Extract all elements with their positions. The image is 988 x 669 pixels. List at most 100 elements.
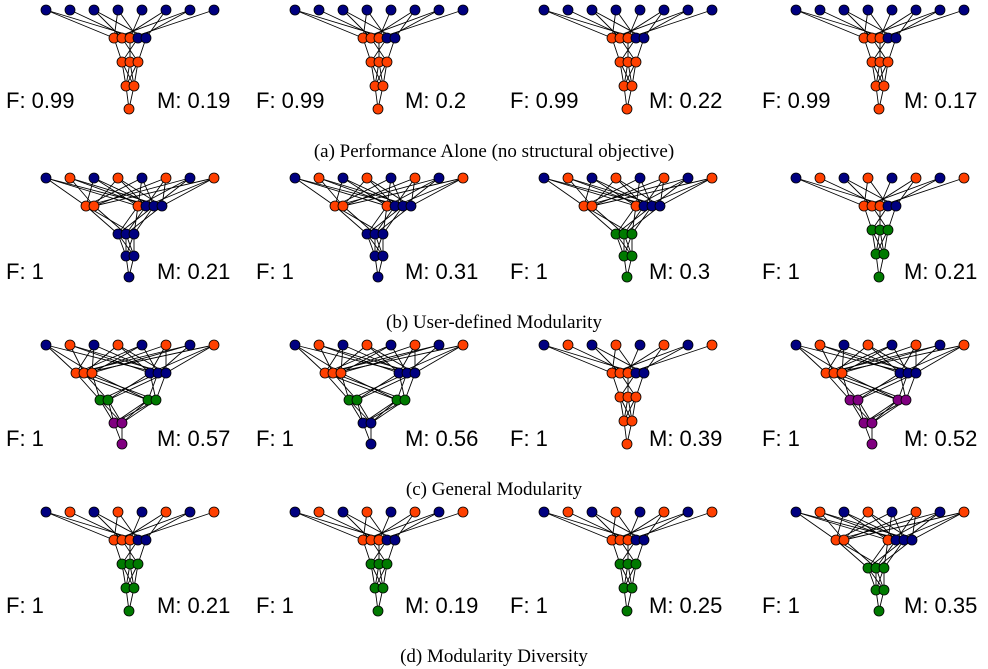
panel-b1-node bbox=[128, 250, 140, 262]
panel-b4-node bbox=[862, 172, 874, 184]
panel-c2-node bbox=[365, 438, 377, 450]
panel-b4-node bbox=[882, 224, 894, 236]
panel-c4-edge bbox=[841, 344, 941, 374]
panel-a1-node bbox=[184, 4, 196, 16]
panel-d3-node bbox=[638, 534, 650, 546]
panel-d2-edge bbox=[294, 511, 364, 541]
panel-b1-node bbox=[128, 228, 140, 240]
panel-a1-m-label: M: 0.19 bbox=[157, 88, 230, 113]
panel-c1-edge bbox=[91, 344, 143, 374]
panel-c4-edge bbox=[825, 344, 941, 374]
panel-c1-edge bbox=[75, 344, 95, 374]
panel-b3-node bbox=[562, 172, 574, 184]
caption-b: (b) User-defined Modularity bbox=[386, 312, 602, 333]
panel-b2-edge bbox=[294, 177, 388, 207]
panel-a4-node bbox=[873, 103, 885, 115]
panel-d4-node bbox=[878, 584, 890, 596]
panel-b3-edge bbox=[543, 177, 585, 207]
panel-b4-node bbox=[790, 172, 802, 184]
panel-d2-node bbox=[361, 506, 373, 518]
panel-a1-f-label: F: 0.99 bbox=[6, 88, 74, 113]
panel-d4-edge bbox=[911, 511, 965, 541]
panel-a4-nodes bbox=[790, 4, 970, 115]
panel-b1-edge bbox=[69, 177, 95, 207]
panel-d4-node bbox=[790, 506, 802, 518]
panel-c1-node bbox=[102, 394, 114, 406]
panel-c4-node bbox=[862, 339, 874, 351]
panel-a1-node bbox=[88, 4, 100, 16]
panel-a1-node bbox=[123, 103, 135, 115]
panel-b3-edge bbox=[567, 177, 645, 207]
panel-d2-node bbox=[377, 582, 389, 594]
caption-c: (c) General Modularity bbox=[406, 479, 583, 500]
panel-c4-node bbox=[900, 394, 912, 406]
panel-c1-node bbox=[160, 339, 172, 351]
panel-c1-node bbox=[116, 438, 128, 450]
panel-a4-node bbox=[886, 4, 898, 16]
panel-d4-node bbox=[906, 534, 918, 546]
panel-b2-node bbox=[405, 200, 417, 212]
panel-b1-node bbox=[160, 172, 172, 184]
panel-d4-node bbox=[873, 605, 885, 617]
panel-c1-f-label: F: 1 bbox=[6, 426, 44, 451]
panel-b1-edge bbox=[93, 177, 215, 207]
panel-c3-node bbox=[658, 339, 670, 351]
panel-b4-node bbox=[934, 172, 946, 184]
panel-d4-node bbox=[838, 534, 850, 546]
panel-c1-node bbox=[116, 417, 128, 429]
panel-d3-node bbox=[621, 605, 633, 617]
panel-b3-edge bbox=[591, 177, 617, 207]
panel-b3-edge bbox=[583, 177, 689, 207]
panel-d1-edge bbox=[45, 511, 115, 541]
panel-d1-node bbox=[208, 506, 220, 518]
panel-c3-edge bbox=[543, 344, 613, 374]
panel-a2-node bbox=[409, 4, 421, 16]
panel-a1-node bbox=[208, 4, 220, 16]
panel-c2-edge bbox=[324, 344, 344, 374]
panel-d1-node bbox=[40, 506, 52, 518]
panel-a3-node bbox=[682, 4, 694, 16]
panel-b3-edge bbox=[659, 177, 713, 207]
caption-a: (a) Performance Alone (no structural obj… bbox=[314, 141, 674, 162]
panel-b2-edge bbox=[334, 177, 440, 207]
panel-c1-edge bbox=[91, 344, 191, 374]
panel-d1-m-label: M: 0.21 bbox=[157, 593, 230, 618]
panel-c4-edge bbox=[841, 344, 893, 374]
panel-c2-node bbox=[409, 367, 421, 379]
panel-a4-node bbox=[878, 80, 890, 92]
panel-a2-node bbox=[377, 80, 389, 92]
panel-a1-node bbox=[128, 80, 140, 92]
panel-c4-node bbox=[866, 438, 878, 450]
panel-d1-edge bbox=[145, 511, 167, 541]
panel-a4-edge bbox=[843, 9, 873, 39]
panel-c3-node bbox=[638, 367, 650, 379]
panel-b2-node bbox=[409, 172, 421, 184]
panel-b1-node bbox=[184, 172, 196, 184]
panel-b3-edge bbox=[567, 177, 593, 207]
panel-c1-node bbox=[86, 367, 98, 379]
panel-d2-node bbox=[372, 605, 384, 617]
panel-c4-node bbox=[886, 339, 898, 351]
panel-b4-edge bbox=[863, 177, 941, 207]
panel-b2-edge bbox=[366, 177, 396, 207]
panel-d2-node bbox=[337, 506, 349, 518]
panel-d3-f-label: F: 1 bbox=[510, 593, 548, 618]
panel-c3-f-label: F: 1 bbox=[510, 426, 548, 451]
panel-d1-edge bbox=[93, 511, 123, 541]
panel-d4-edge bbox=[819, 511, 845, 541]
panel-b2-edge bbox=[318, 177, 344, 207]
panel-b4-node bbox=[890, 200, 902, 212]
panel-b2-edge bbox=[342, 177, 368, 207]
panel-a1-edge bbox=[117, 9, 139, 39]
panel-c2-node bbox=[337, 339, 349, 351]
panel-a2-edge bbox=[366, 9, 388, 39]
panel-d4-edge bbox=[843, 511, 889, 541]
panel-c2-edge bbox=[294, 344, 408, 374]
panel-b1-nodes bbox=[40, 172, 220, 283]
panel-a4-node bbox=[838, 4, 850, 16]
panel-b3-edge bbox=[543, 177, 637, 207]
panel-a1-edge bbox=[113, 9, 191, 39]
panel-d1-node bbox=[128, 582, 140, 594]
panel-a3-edge bbox=[591, 9, 621, 39]
panel-a2-node bbox=[389, 32, 401, 44]
